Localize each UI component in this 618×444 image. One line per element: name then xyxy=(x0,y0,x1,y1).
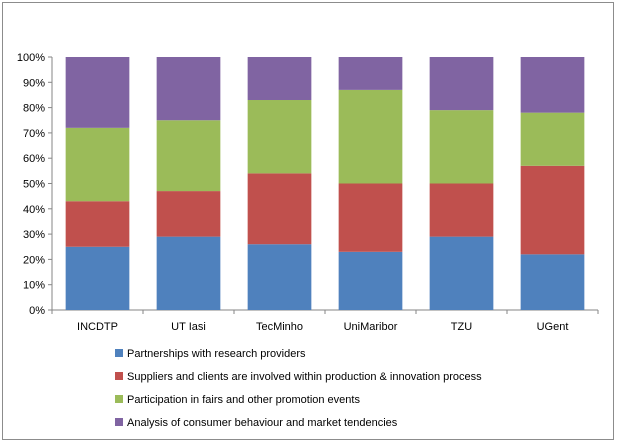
legend-label: Partnerships with research providers xyxy=(127,348,306,360)
y-tick-label: 100% xyxy=(17,52,45,64)
category-label: TecMinho xyxy=(256,321,303,333)
bar-segment xyxy=(338,89,403,184)
y-tick-label: 0% xyxy=(29,305,45,317)
y-tick-label: 60% xyxy=(23,153,45,165)
y-tick-label: 90% xyxy=(23,77,45,89)
bar-segment xyxy=(156,191,221,237)
legend-swatch xyxy=(115,395,123,403)
y-tick-label: 80% xyxy=(23,103,45,115)
bar-segment xyxy=(520,112,585,166)
bar-segment xyxy=(429,183,494,237)
bar-segment xyxy=(156,57,221,121)
bar-segment xyxy=(429,110,494,184)
bar-segment xyxy=(247,57,312,101)
bars xyxy=(65,57,585,310)
category-label: UT Iasi xyxy=(171,321,206,333)
bar-segment xyxy=(520,254,585,310)
y-tick-label: 40% xyxy=(23,204,45,216)
category-label: UGent xyxy=(537,321,569,333)
legend-swatch xyxy=(115,418,123,426)
category-label: UniMaribor xyxy=(344,321,398,333)
bar-segment xyxy=(338,57,403,90)
category-label: TZU xyxy=(451,321,472,333)
legend-label: Participation in fairs and other promoti… xyxy=(127,394,360,406)
y-tick-label: 50% xyxy=(23,179,45,191)
bar-segment xyxy=(65,201,130,247)
bar-segment xyxy=(247,173,312,245)
bar-segment xyxy=(429,57,494,111)
y-tick-label: 30% xyxy=(23,229,45,241)
y-tick-label: 20% xyxy=(23,254,45,266)
bar-segment xyxy=(429,236,494,310)
legend: Partnerships with research providers Supp… xyxy=(115,348,482,429)
category-labels: INCDTP UT Iasi TecMinho UniMaribor TZU UGent xyxy=(77,321,568,333)
y-tick-labels: 0% 10% 20% 30% 40% 50% 60% 70% 80% 90% 100% xyxy=(17,52,45,317)
bar-segment xyxy=(520,57,585,113)
category-label: INCDTP xyxy=(77,321,118,333)
legend-swatch xyxy=(115,349,123,357)
y-tick-label: 10% xyxy=(23,280,45,292)
y-tick-label: 70% xyxy=(23,128,45,140)
legend-label: Suppliers and clients are involved withi… xyxy=(127,371,482,383)
axes xyxy=(48,56,599,314)
legend-label: Analysis of consumer behaviour and marke… xyxy=(127,417,398,429)
bar-segment xyxy=(65,127,130,202)
bar-segment xyxy=(156,120,221,192)
bar-segment xyxy=(338,251,403,310)
legend-swatch xyxy=(115,372,123,380)
bar-segment xyxy=(247,244,312,310)
bar-segment xyxy=(520,165,585,255)
bar-segment xyxy=(65,57,130,128)
bar-segment xyxy=(247,100,312,174)
bar-segment xyxy=(338,183,403,252)
bar-segment xyxy=(65,246,130,310)
bar-segment xyxy=(156,236,221,310)
